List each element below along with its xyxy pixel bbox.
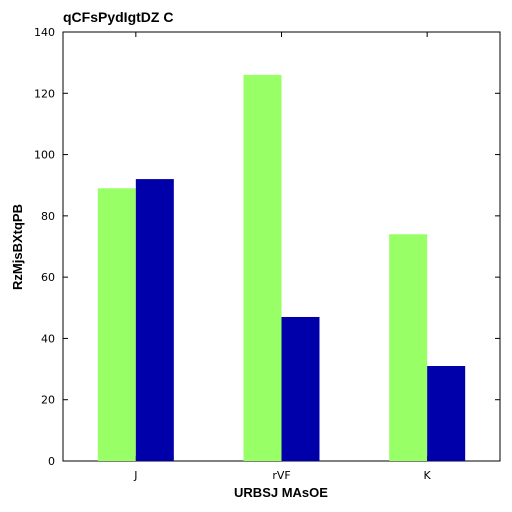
x-tick-label: J [133, 469, 137, 482]
y-tick-label: 140 [34, 26, 55, 39]
bar-series-1-rVF [243, 74, 282, 462]
bar-series-2-K [427, 366, 466, 461]
bar-series-2-rVF [281, 316, 320, 461]
x-tick-label: rVF [272, 469, 290, 482]
y-tick-label: 20 [41, 394, 55, 407]
y-axis: 0 20 40 60 80 100 120 140 [34, 26, 500, 468]
y-tick-label: 0 [48, 455, 55, 468]
bar-series-group [97, 74, 466, 462]
y-tick-label: 80 [41, 210, 55, 223]
bar-series-1-J [97, 188, 136, 461]
chart-title: qCFsPydIgtDZ C [63, 9, 173, 25]
x-tick-label: K [424, 469, 432, 482]
y-tick-label: 40 [41, 332, 55, 345]
y-tick-label: 100 [34, 149, 55, 162]
y-axis-label: RzMjsBXtqPB [10, 204, 25, 290]
bar-series-1-K [389, 234, 428, 461]
x-axis-label: URBSJ MAsOE [234, 485, 328, 500]
y-tick-label: 60 [41, 271, 55, 284]
y-tick-label: 120 [34, 87, 55, 100]
bar-series-2-J [135, 179, 174, 462]
